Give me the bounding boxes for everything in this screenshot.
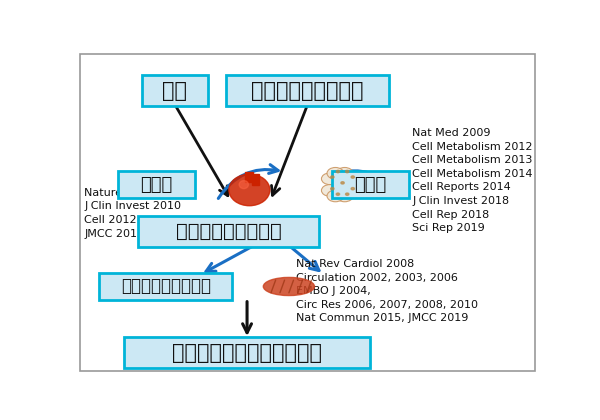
Circle shape xyxy=(331,176,334,178)
Circle shape xyxy=(322,173,338,185)
Circle shape xyxy=(341,182,344,184)
Text: 血管老化・動脈硬化: 血管老化・動脈硬化 xyxy=(121,278,211,296)
Text: 組織の老化細胞蓄積: 組織の老化細胞蓄積 xyxy=(176,222,281,241)
Text: Nature 2007
J Clin Invest 2010
Cell 2012
JMCC 2015: Nature 2007 J Clin Invest 2010 Cell 2012… xyxy=(84,188,181,239)
Ellipse shape xyxy=(239,181,248,189)
FancyBboxPatch shape xyxy=(226,76,389,106)
Circle shape xyxy=(331,187,334,190)
FancyBboxPatch shape xyxy=(245,172,253,181)
Circle shape xyxy=(342,185,359,196)
FancyBboxPatch shape xyxy=(100,273,232,300)
FancyBboxPatch shape xyxy=(138,216,319,247)
Circle shape xyxy=(351,176,355,178)
Text: Nat Rev Cardiol 2008
Circulation 2002, 2003, 2006
EMBO J 2004,
Circ Res 2006, 20: Nat Rev Cardiol 2008 Circulation 2002, 2… xyxy=(296,259,478,323)
Circle shape xyxy=(337,168,353,179)
Circle shape xyxy=(351,187,355,190)
Circle shape xyxy=(342,173,359,185)
Circle shape xyxy=(346,193,349,195)
FancyBboxPatch shape xyxy=(252,174,259,185)
Circle shape xyxy=(336,193,340,195)
Circle shape xyxy=(332,179,349,190)
Text: 老化関連疾患の発症・進展: 老化関連疾患の発症・進展 xyxy=(172,343,322,363)
FancyBboxPatch shape xyxy=(332,171,409,198)
Circle shape xyxy=(327,168,344,179)
Ellipse shape xyxy=(263,278,314,296)
Circle shape xyxy=(327,190,344,202)
FancyBboxPatch shape xyxy=(118,171,195,198)
Text: 心不全: 心不全 xyxy=(140,176,173,194)
Circle shape xyxy=(336,171,340,173)
Circle shape xyxy=(322,185,338,196)
Text: 過食などのストレス: 過食などのストレス xyxy=(251,81,364,101)
FancyBboxPatch shape xyxy=(124,337,370,368)
Ellipse shape xyxy=(229,174,270,206)
Text: 加齢: 加齢 xyxy=(163,81,187,101)
Text: Nat Med 2009
Cell Metabolism 2012
Cell Metabolism 2013
Cell Metabolism 2014
Cell: Nat Med 2009 Cell Metabolism 2012 Cell M… xyxy=(412,128,533,233)
Text: 糖尿病: 糖尿病 xyxy=(354,176,386,194)
Circle shape xyxy=(337,190,353,202)
Circle shape xyxy=(346,171,349,173)
FancyBboxPatch shape xyxy=(142,76,208,106)
